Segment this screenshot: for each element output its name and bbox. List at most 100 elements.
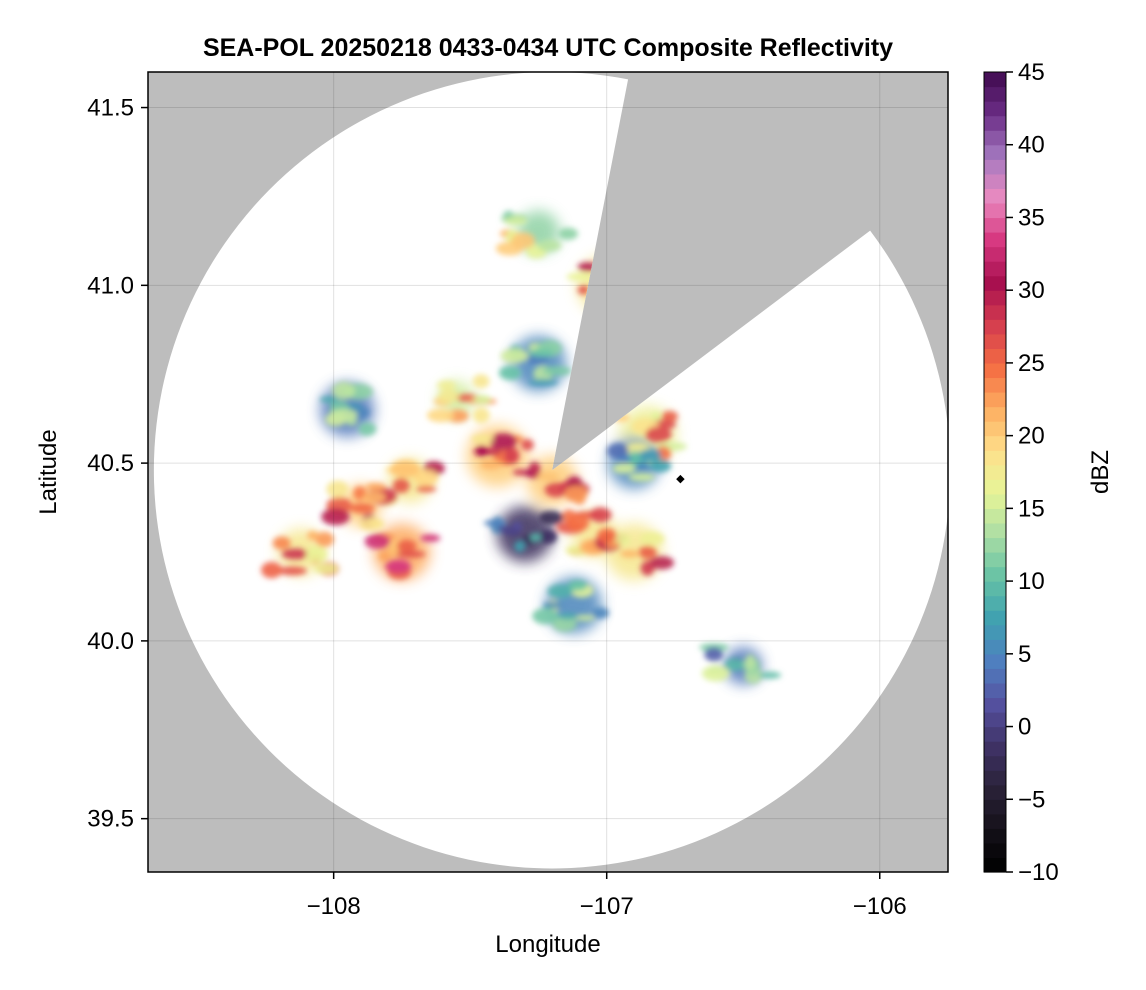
echo-pixel: [438, 389, 459, 403]
y-tick-label: 41.0: [87, 272, 134, 299]
x-tick-label: −107: [580, 893, 634, 920]
colorbar-segment: [984, 275, 1006, 291]
echo-pixel: [313, 563, 339, 574]
echo-pixel: [437, 380, 456, 391]
echo-pixel: [368, 518, 381, 526]
echo-pixel: [420, 534, 441, 542]
grid-lines: [148, 72, 948, 872]
colorbar-segment: [984, 624, 1006, 640]
echo-pixel: [307, 530, 319, 541]
colorbar-segment: [984, 348, 1006, 364]
colorbar-segment: [984, 246, 1006, 262]
colorbar-tick-label: 35: [1018, 204, 1045, 231]
echo-pixel: [261, 561, 283, 579]
echo-pixel: [272, 536, 291, 550]
echo-pixel: [724, 658, 745, 672]
echo-pixel: [627, 451, 643, 466]
echo-pixel: [364, 533, 391, 550]
colorbar-tick-label: 40: [1018, 132, 1045, 159]
colorbar-segment: [984, 726, 1006, 742]
colorbar-tick-label: 25: [1018, 350, 1045, 377]
colorbar-segment: [984, 828, 1006, 844]
y-tick-label: 39.5: [87, 806, 134, 833]
y-axis-ticks: 39.5 40.0 40.5 41.0 41.5: [87, 95, 148, 833]
colorbar-segment: [984, 362, 1006, 379]
colorbar-segment: [984, 450, 1006, 466]
echo-pixel: [528, 379, 559, 386]
plot-area: [148, 72, 948, 872]
colorbar-frame: [983, 71, 1007, 873]
colorbar-tick-label: 5: [1018, 641, 1031, 668]
echo-pixel: [504, 447, 520, 464]
echo-pixel: [365, 482, 387, 491]
colorbar-segment: [984, 537, 1006, 553]
echo-pixel: [574, 614, 595, 621]
echo-pixel: [639, 531, 665, 546]
colorbar-segment: [984, 741, 1006, 757]
colorbar-segment: [984, 377, 1006, 393]
echo-pixel: [321, 508, 350, 526]
reflectivity-echoes: [261, 210, 782, 685]
colorbar-segment: [984, 72, 1006, 88]
echo-pixel: [483, 519, 507, 527]
colorbar-tick-label: 20: [1018, 423, 1045, 450]
y-axis-label: Latitude: [35, 429, 62, 514]
echo-pixel: [538, 529, 558, 544]
echo-pixel: [472, 395, 492, 405]
echo-pixel: [537, 472, 559, 482]
echo-pixel: [566, 273, 594, 281]
colorbar-segment: [984, 653, 1006, 669]
colorbar-tick-label: 15: [1018, 495, 1045, 522]
echo-pixel: [326, 480, 349, 498]
colorbar-ticks: −10 −5 0 5 10 15 20 25 30 35 40 45: [1006, 59, 1059, 886]
colorbar-tick-label: −10: [1018, 859, 1059, 886]
echo-pixel: [537, 239, 562, 252]
echo-pixel: [306, 545, 327, 564]
echo-pixel: [597, 527, 617, 544]
echo-pixel: [489, 433, 517, 450]
colorbar-segment: [984, 406, 1006, 422]
echo-pixel: [532, 608, 559, 625]
colorbar-segment: [984, 682, 1006, 699]
colorbar-segment: [984, 581, 1006, 597]
echo-pixel: [558, 227, 578, 240]
echo-pixel: [504, 216, 528, 226]
colorbar-segment: [984, 668, 1006, 684]
colorbar-tick-label: 0: [1018, 714, 1031, 741]
colorbar-segment: [984, 202, 1006, 219]
echo-pixel: [472, 374, 490, 389]
x-tick-label: −106: [853, 893, 907, 920]
colorbar-segment: [984, 217, 1006, 233]
echo-pixel: [471, 434, 494, 444]
echo-pixel: [472, 407, 490, 424]
echo-pixel: [281, 548, 309, 560]
colorbar-segment: [984, 232, 1006, 248]
echo-pixel: [278, 566, 307, 576]
colorbar-segment: [984, 392, 1006, 408]
y-tick-label: 41.5: [87, 95, 134, 122]
y-tick-label: 40.5: [87, 450, 134, 477]
echo-pixel: [577, 285, 590, 295]
echo-pixel: [346, 403, 363, 411]
colorbar-segment: [984, 595, 1006, 611]
echo-pixel: [480, 459, 503, 470]
colorbar-segment: [984, 464, 1006, 480]
colorbar-label: dBZ: [1087, 450, 1114, 494]
y-tick-label: 40.0: [87, 628, 134, 655]
colorbar-segment: [984, 421, 1006, 437]
colorbar-segment: [984, 610, 1006, 626]
echo-pixel: [645, 426, 672, 443]
colorbar-segment: [984, 552, 1006, 568]
colorbar-segment: [984, 188, 1006, 204]
echo-pixel: [591, 607, 610, 619]
echo-pixel: [628, 473, 655, 482]
colorbar-segment: [984, 566, 1006, 582]
echo-pixel: [567, 580, 588, 591]
colorbar-segment: [984, 319, 1006, 335]
echo-pixel: [319, 396, 339, 403]
echo-pixel: [349, 503, 375, 514]
colorbar-segment: [984, 770, 1006, 786]
echo-pixel: [744, 654, 756, 671]
